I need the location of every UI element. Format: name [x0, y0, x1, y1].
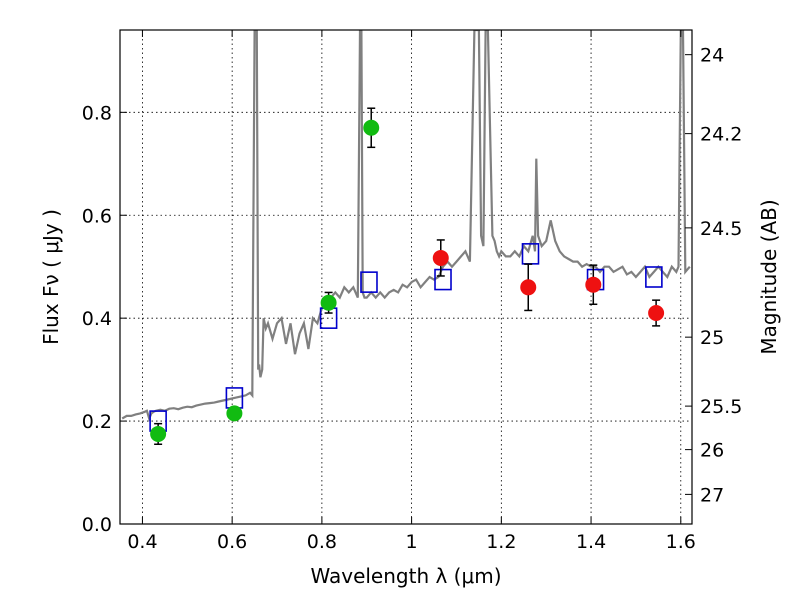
- y-axis-label: Flux Fν ( μJy ): [39, 209, 63, 345]
- y-tick-label: 0.8: [82, 102, 112, 124]
- x-tick-label: 0.4: [127, 531, 157, 553]
- magnitude-tick-label: 24: [700, 45, 724, 67]
- x-tick-label: 0.8: [307, 531, 337, 553]
- magnitude-tick-label: 25: [700, 327, 724, 349]
- x-tick-label: 1: [406, 531, 418, 553]
- model-boxes: [149, 243, 663, 432]
- magnitude-axis-label: Magnitude (AB): [757, 199, 781, 354]
- magnitude-tick-label: 24.5: [700, 218, 742, 240]
- y-tick-label: 0.4: [82, 308, 112, 330]
- magnitude-tick-label: 25.5: [700, 396, 742, 418]
- model-spectrum-line: [121, 30, 691, 422]
- grid: [120, 30, 692, 525]
- magnitude-tick-label: 27: [700, 484, 724, 506]
- y-tick-label: 0.0: [82, 514, 112, 536]
- model-spectrum-path: [121, 30, 691, 422]
- red-data-point: [585, 276, 602, 293]
- green-data-point: [226, 405, 243, 422]
- x-tick-label: 0.6: [217, 531, 247, 553]
- model-box-marker: [434, 268, 452, 291]
- magnitude-axis: 24 24.2 24.5 25 25.5 26 27: [685, 45, 742, 506]
- red-data-point: [520, 279, 537, 296]
- x-axis-label: Wavelength λ (μm): [310, 564, 501, 588]
- model-box-marker: [360, 271, 378, 293]
- green-data-point: [150, 425, 167, 442]
- model-box-marker: [645, 266, 663, 288]
- x-tick-label: 1.6: [666, 531, 696, 553]
- data-points: [150, 119, 665, 442]
- plot-frame: [119, 29, 693, 525]
- x-axis: 0.4 0.6 0.8 1 1.2 1.4 1.6: [127, 30, 696, 553]
- y-tick-label: 0.2: [82, 411, 112, 433]
- y-tick-label: 0.6: [82, 205, 112, 227]
- magnitude-tick-label: 24.2: [700, 124, 742, 146]
- red-data-point: [432, 249, 449, 266]
- x-tick-label: 1.4: [576, 531, 606, 553]
- x-tick-label: 1.2: [486, 531, 516, 553]
- error-bars: [154, 107, 661, 445]
- green-data-point: [363, 119, 380, 136]
- y-axis: 0.0 0.2 0.4 0.6 0.8: [82, 102, 127, 536]
- magnitude-tick-label: 26: [700, 440, 724, 462]
- red-data-point: [648, 305, 665, 322]
- green-data-point: [320, 294, 337, 311]
